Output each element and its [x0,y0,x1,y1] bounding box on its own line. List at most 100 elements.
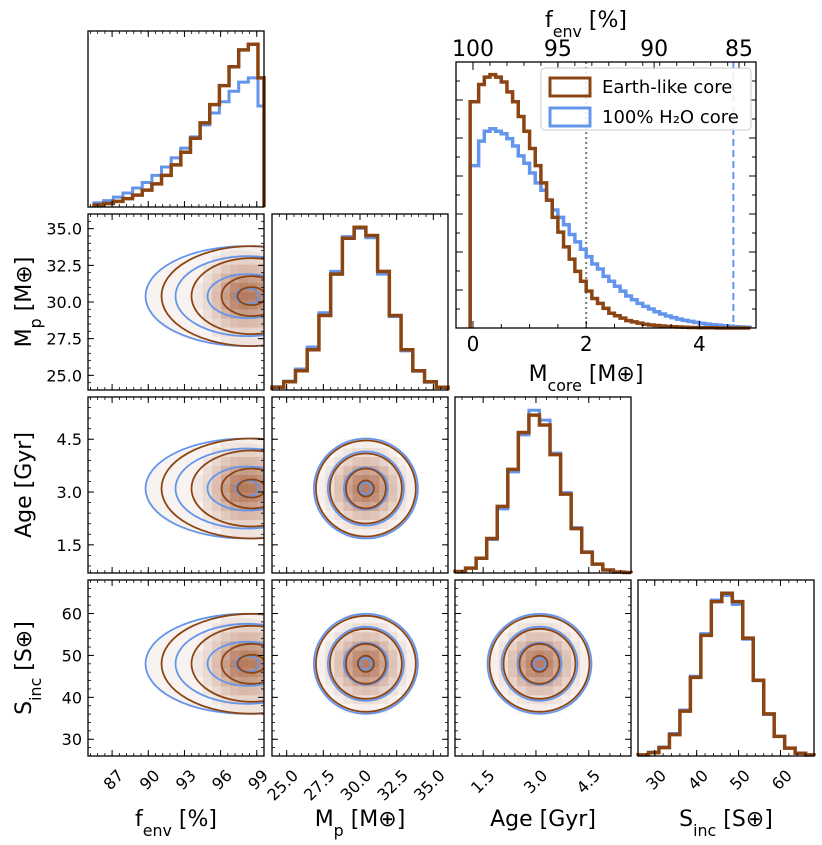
density-cell [293,632,302,641]
density-cell [248,623,258,633]
density-cell [334,668,344,678]
density-cell [343,448,353,458]
density-cell [361,704,371,714]
density-cell [248,291,258,301]
contour-earth [328,627,403,700]
legend-label-water: 100% H₂O core [602,107,739,128]
density-cell [212,291,222,301]
density-cell [534,659,544,669]
density-cell [203,282,213,292]
density-cell [316,641,326,651]
y-tick-label: 50 [62,646,82,665]
density-cell [370,457,380,467]
density-cell [266,265,275,274]
density-cell [230,273,240,283]
density-cell [275,623,284,632]
hist-earth-fenv [92,42,266,207]
density-cell [203,457,213,467]
density-cell [257,318,264,328]
density-cell [516,632,526,642]
density-cell [570,677,580,687]
density-cell [293,457,302,466]
x-tick-label: 30.0 [337,766,376,805]
joint-panel-mp-age [312,437,419,540]
density-cell [397,668,407,678]
joint-content [486,612,593,715]
density-cell [275,502,284,511]
density-cell [266,529,275,538]
density-cell [293,484,302,493]
density-cell [239,466,249,476]
density-cell [334,695,344,705]
density-cell [239,623,249,633]
density-cell [230,291,240,301]
density-cell [561,641,571,651]
density-cell [284,493,293,502]
density-cell [361,668,371,678]
density-cell [257,466,264,476]
density-cell [334,484,344,494]
density-cell [388,677,398,687]
density-cell [212,677,222,687]
density-cell [361,614,371,624]
joint-frame [87,579,265,757]
density-cell [239,309,249,319]
density-cell [543,632,553,642]
density-cell [257,686,264,696]
density-cell [275,511,284,520]
x-tick-label: 50 [726,766,754,794]
density-cell [334,493,344,503]
density-cell [248,677,258,687]
density-cell [257,264,264,274]
density-cell [266,328,275,337]
density-cell [203,264,213,274]
density-cell [334,448,344,458]
density-cell [221,255,231,265]
joint-content [312,437,419,540]
density-cell [248,704,258,714]
density-cell [248,255,258,265]
density-cell [489,641,499,651]
density-cell [221,484,231,494]
density-cell [325,493,335,503]
density-cell [370,484,380,494]
density-cell [248,484,258,494]
density-cell [406,677,416,687]
contour-water [342,641,389,686]
density-cell [379,520,389,530]
density-cell [194,659,204,669]
density-cell [534,668,544,678]
density-cell [579,641,589,651]
x-tick-label: 25.0 [263,766,302,805]
density-cell [266,448,275,457]
density-cell [284,650,293,659]
joint-frame [454,579,632,757]
hist-water-mp [270,226,450,390]
density-cell [194,668,204,678]
density-cell [257,704,264,714]
density-cell [361,695,371,705]
density-cell [221,264,231,274]
density-cell [397,511,407,521]
hist-panel-fenv [92,42,266,207]
density-cell [293,283,302,292]
density-cell [293,502,302,511]
contour-earth [344,642,387,685]
density-cell [257,336,264,346]
density-cell [248,529,258,539]
density-cell [397,677,407,687]
density-cell [334,677,344,687]
density-cell [194,282,204,292]
density-cell [534,632,544,642]
density-cell [489,668,499,678]
density-cell [284,274,293,283]
density-cell [221,520,231,530]
density-cell [388,493,398,503]
density-cell [230,466,240,476]
density-cell [388,484,398,494]
density-cell [370,668,380,678]
density-cell [388,641,398,651]
density-cell [406,668,416,678]
density-cell [212,475,222,485]
y-ticks-sinc: 30 40 50 60 [62,579,264,757]
